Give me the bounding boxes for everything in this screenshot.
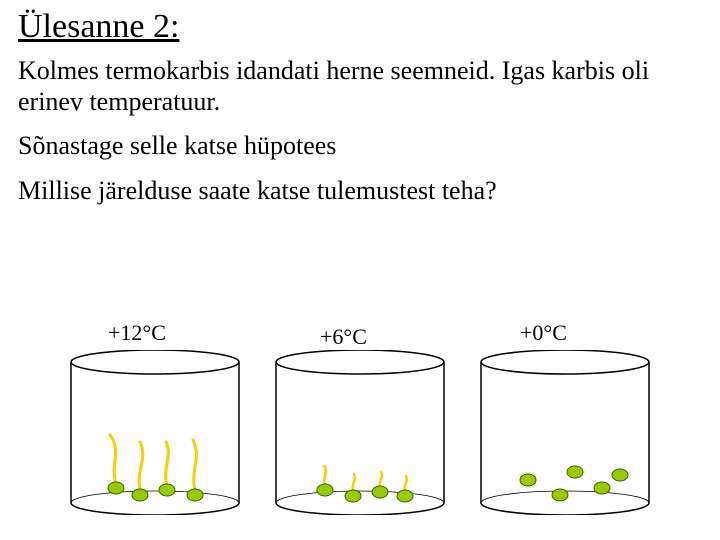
- thermo-cup-3: [480, 350, 650, 515]
- page: Ülesanne 2: Kolmes termokarbis idandati …: [0, 0, 720, 540]
- diagram-row: +12°C +6°C +0°C: [0, 320, 720, 540]
- thermo-cup-1: [70, 350, 240, 515]
- temperature-label-2: +6°C: [320, 324, 367, 350]
- paragraph-3: Millise järelduse saate katse tulemustes…: [18, 176, 702, 207]
- exercise-title: Ülesanne 2:: [18, 8, 702, 46]
- temperature-label-1: +12°C: [108, 320, 166, 346]
- thermo-cup-2: [275, 350, 445, 515]
- paragraph-2: Sõnastage selle katse hüpotees: [18, 131, 702, 162]
- temperature-label-3: +0°C: [520, 320, 567, 346]
- paragraph-1: Kolmes termokarbis idandati herne seemne…: [18, 56, 702, 117]
